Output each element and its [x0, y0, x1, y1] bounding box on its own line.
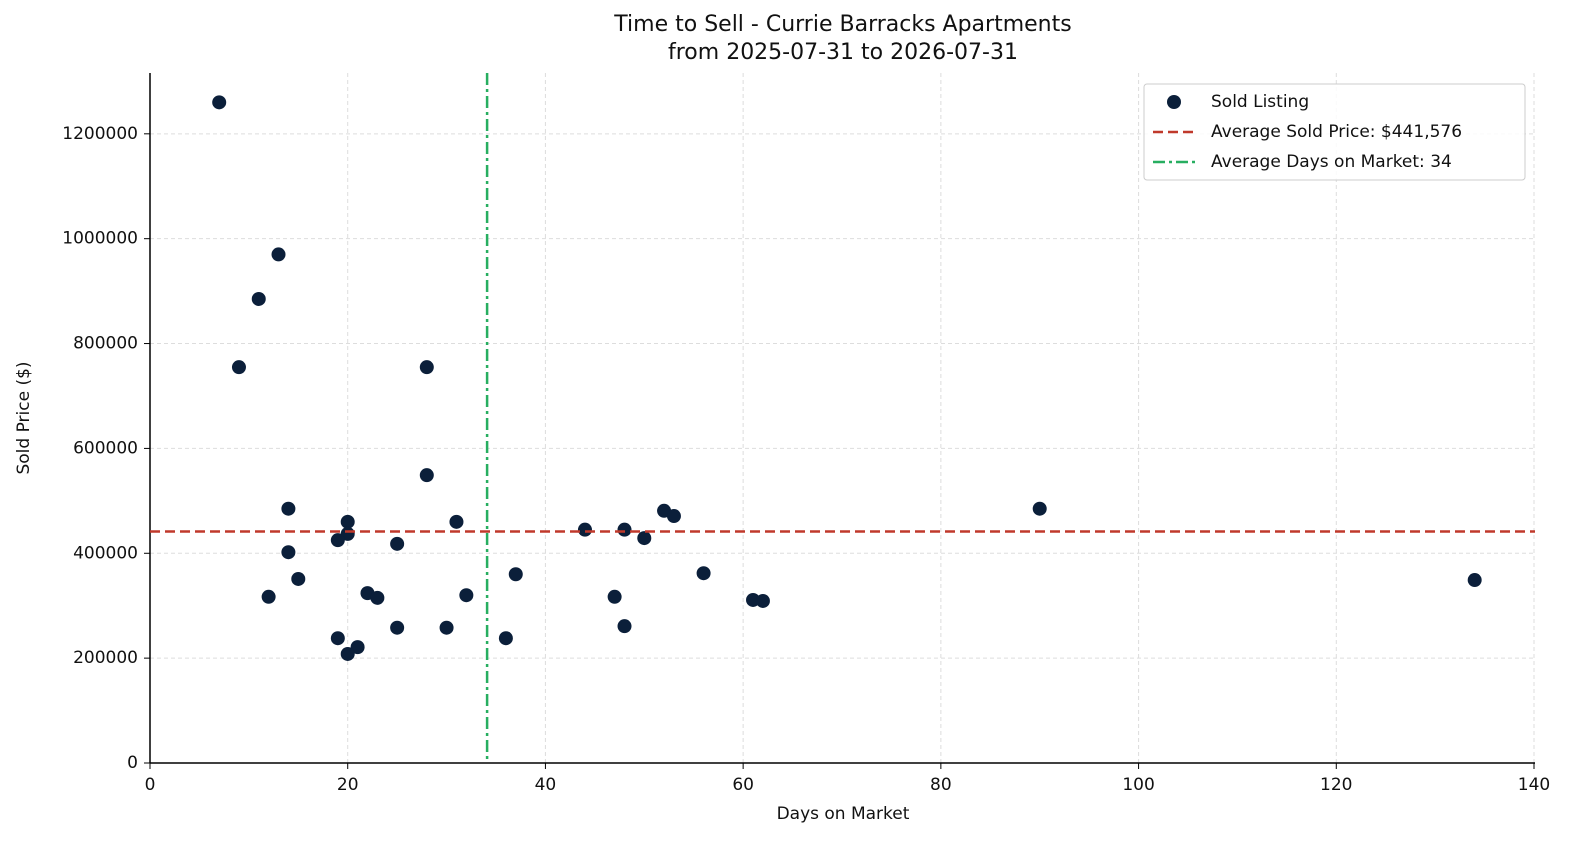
- point: [419, 468, 434, 483]
- point: [1467, 573, 1482, 588]
- x-tick-label: 60: [732, 775, 754, 795]
- point: [696, 566, 711, 581]
- point: [508, 567, 523, 582]
- point: [755, 593, 770, 608]
- y-tick-label: 800000: [73, 334, 138, 354]
- legend-marker: [1167, 95, 1181, 109]
- legend-label: Average Sold Price: $441,576: [1211, 122, 1462, 142]
- point: [607, 589, 622, 604]
- legend-label: Average Days on Market: 34: [1211, 152, 1452, 172]
- y-tick-label: 1200000: [62, 124, 138, 144]
- point: [212, 95, 227, 110]
- point: [617, 619, 632, 634]
- legend-box: [1143, 83, 1526, 181]
- point: [281, 545, 296, 560]
- x-tick-label: 0: [145, 775, 156, 795]
- point: [1032, 501, 1047, 516]
- point: [291, 571, 306, 586]
- point: [577, 522, 592, 537]
- x-tick-label: 100: [1122, 775, 1154, 795]
- point: [251, 291, 266, 306]
- legend-label: Sold Listing: [1211, 92, 1309, 112]
- chart-subtitle: from 2025-07-31 to 2026-07-31: [668, 40, 1018, 65]
- point: [449, 514, 464, 529]
- point: [419, 360, 434, 375]
- x-tick-label: 140: [1518, 775, 1550, 795]
- y-tick-label: 0: [127, 753, 138, 773]
- y-tick-label: 600000: [73, 438, 138, 458]
- point: [271, 247, 286, 262]
- point: [498, 631, 513, 646]
- point: [617, 522, 632, 537]
- x-tick-label: 120: [1320, 775, 1352, 795]
- point: [459, 588, 474, 603]
- point: [350, 640, 365, 655]
- point: [281, 501, 296, 516]
- point: [340, 514, 355, 529]
- point: [261, 589, 276, 604]
- point: [390, 536, 405, 551]
- y-tick-label: 1000000: [62, 229, 138, 249]
- point: [637, 531, 652, 546]
- point: [330, 631, 345, 646]
- y-axis-label: Sold Price ($): [14, 361, 34, 474]
- x-tick-label: 20: [337, 775, 359, 795]
- x-axis-label: Days on Market: [777, 804, 910, 824]
- point: [340, 646, 355, 661]
- point: [666, 509, 681, 524]
- point: [390, 620, 405, 635]
- y-tick-label: 200000: [73, 648, 138, 668]
- y-tick-label: 400000: [73, 543, 138, 563]
- chart-title: Time to Sell - Currie Barracks Apartment…: [613, 12, 1071, 37]
- point: [231, 360, 246, 375]
- point: [370, 590, 385, 605]
- point: [439, 620, 454, 635]
- point: [330, 533, 345, 548]
- legend: Sold Listing Average Sold Price: $441,576…: [1143, 83, 1526, 181]
- x-tick-label: 40: [535, 775, 557, 795]
- x-tick-label: 80: [930, 775, 952, 795]
